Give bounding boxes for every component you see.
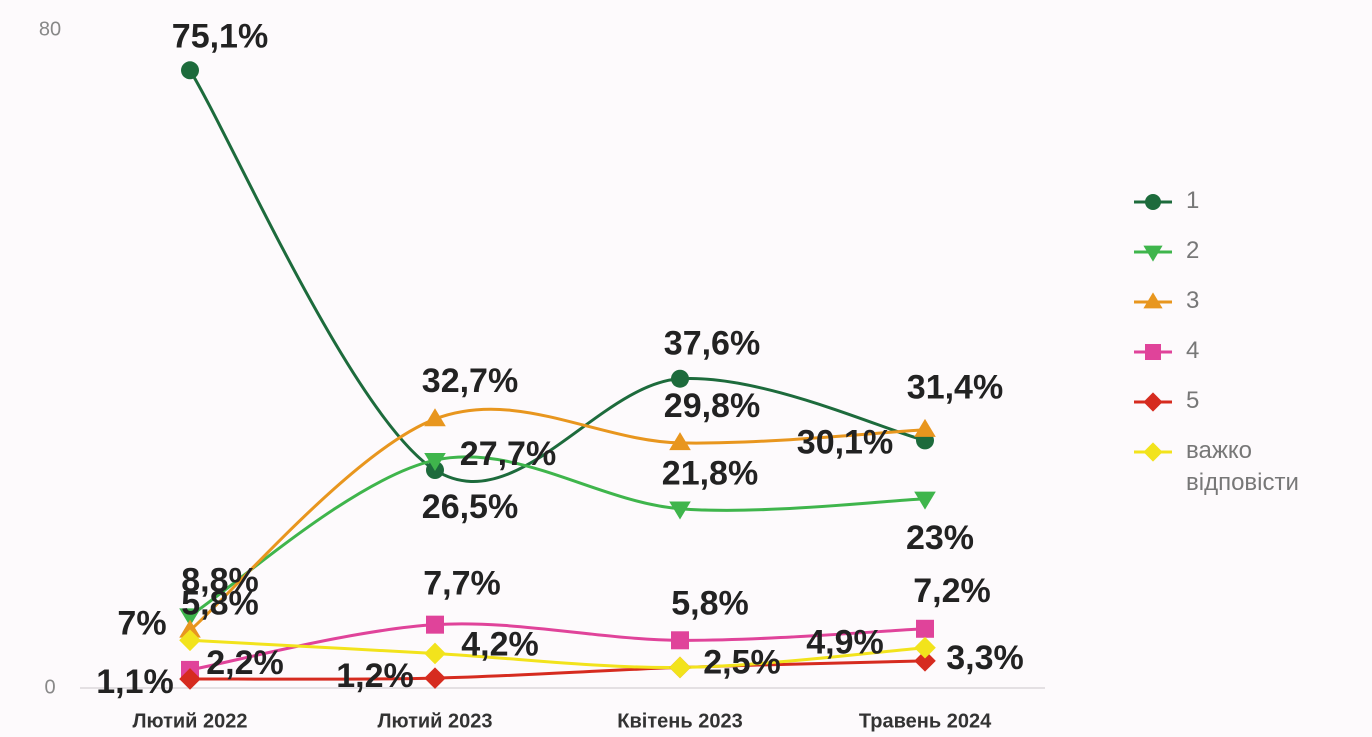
legend: 1 2 3 4 5 важко відповісти bbox=[1130, 185, 1360, 496]
data-point bbox=[179, 608, 201, 627]
legend-icon bbox=[1134, 344, 1172, 360]
y-tick-label: 0 bbox=[44, 676, 55, 698]
y-tick-label: 80 bbox=[39, 18, 61, 40]
series-line bbox=[189, 638, 926, 669]
legend-label: 4 bbox=[1186, 337, 1200, 364]
data-point bbox=[914, 650, 936, 672]
legend-item: 5 bbox=[1130, 385, 1360, 435]
legend-label: 5 bbox=[1186, 387, 1200, 414]
legend-icon bbox=[1134, 442, 1172, 462]
data-label: 5,8% bbox=[181, 584, 259, 622]
data-label: 7% bbox=[117, 604, 166, 642]
x-tick-label: Лютий 2022 bbox=[132, 710, 247, 732]
data-label: 23% bbox=[906, 519, 974, 557]
legend-marker bbox=[1143, 442, 1163, 462]
legend-item: 1 bbox=[1130, 185, 1360, 235]
data-point bbox=[671, 369, 689, 388]
x-tick-label: Квітень 2023 bbox=[617, 710, 742, 732]
data-point bbox=[671, 631, 689, 650]
series-line bbox=[189, 659, 926, 681]
data-label: 21,8% bbox=[662, 455, 758, 493]
data-point bbox=[914, 418, 936, 437]
legend-marker bbox=[1143, 292, 1163, 309]
data-label: 3,3% bbox=[946, 639, 1024, 677]
series-line bbox=[189, 455, 926, 617]
legend-label: 3 bbox=[1186, 287, 1200, 314]
data-point bbox=[424, 452, 446, 471]
data-point bbox=[426, 615, 444, 634]
data-label: 37,6% bbox=[664, 325, 760, 363]
data-point bbox=[669, 656, 691, 679]
legend-marker bbox=[1143, 392, 1163, 412]
data-point bbox=[424, 667, 446, 689]
data-point bbox=[179, 668, 201, 690]
legend-label: важко відповісти bbox=[1186, 437, 1299, 496]
legend-icon bbox=[1134, 292, 1172, 309]
data-label: 32,7% bbox=[422, 362, 518, 400]
data-label: 8,8% bbox=[181, 562, 259, 600]
data-point bbox=[916, 619, 934, 638]
data-point bbox=[179, 619, 201, 638]
data-point bbox=[179, 629, 201, 652]
legend-item: 4 bbox=[1130, 335, 1360, 385]
data-label: 75,1% bbox=[172, 17, 268, 55]
legend-icon bbox=[1134, 245, 1172, 262]
data-label: 1,2% bbox=[336, 657, 414, 695]
data-label: 1,1% bbox=[96, 663, 174, 701]
legend-item: 3 bbox=[1130, 285, 1360, 335]
data-point bbox=[424, 408, 446, 427]
legend-item: важко відповісти bbox=[1130, 435, 1360, 496]
legend-label: 2 bbox=[1186, 237, 1200, 264]
x-tick-label: Лютий 2023 bbox=[377, 710, 492, 732]
series-line bbox=[189, 407, 926, 632]
data-label: 4,9% bbox=[806, 624, 884, 662]
legend-icon bbox=[1134, 392, 1172, 412]
legend-icon bbox=[1134, 194, 1172, 210]
legend-marker bbox=[1145, 344, 1161, 360]
data-label: 27,7% bbox=[460, 435, 556, 473]
x-tick-label: Травень 2024 bbox=[859, 710, 992, 732]
legend-item: 2 bbox=[1130, 235, 1360, 285]
data-point bbox=[424, 642, 446, 665]
data-label: 2,5% bbox=[703, 643, 781, 681]
data-label: 5,8% bbox=[671, 584, 749, 622]
data-label: 30,1% bbox=[797, 423, 893, 461]
legend-marker bbox=[1143, 245, 1163, 262]
data-point bbox=[669, 501, 691, 520]
data-label: 7,7% bbox=[423, 565, 501, 603]
legend-label: 1 bbox=[1186, 187, 1200, 214]
data-label: 2,2% bbox=[206, 644, 284, 682]
data-point bbox=[181, 61, 199, 80]
data-label: 4,2% bbox=[461, 625, 539, 663]
data-label: 29,8% bbox=[664, 387, 760, 425]
data-point bbox=[914, 491, 936, 510]
legend-marker bbox=[1145, 194, 1161, 210]
data-label: 7,2% bbox=[913, 572, 991, 610]
data-point bbox=[669, 432, 691, 451]
data-point bbox=[914, 636, 936, 659]
data-label: 31,4% bbox=[907, 369, 1003, 407]
data-label: 26,5% bbox=[422, 488, 518, 526]
